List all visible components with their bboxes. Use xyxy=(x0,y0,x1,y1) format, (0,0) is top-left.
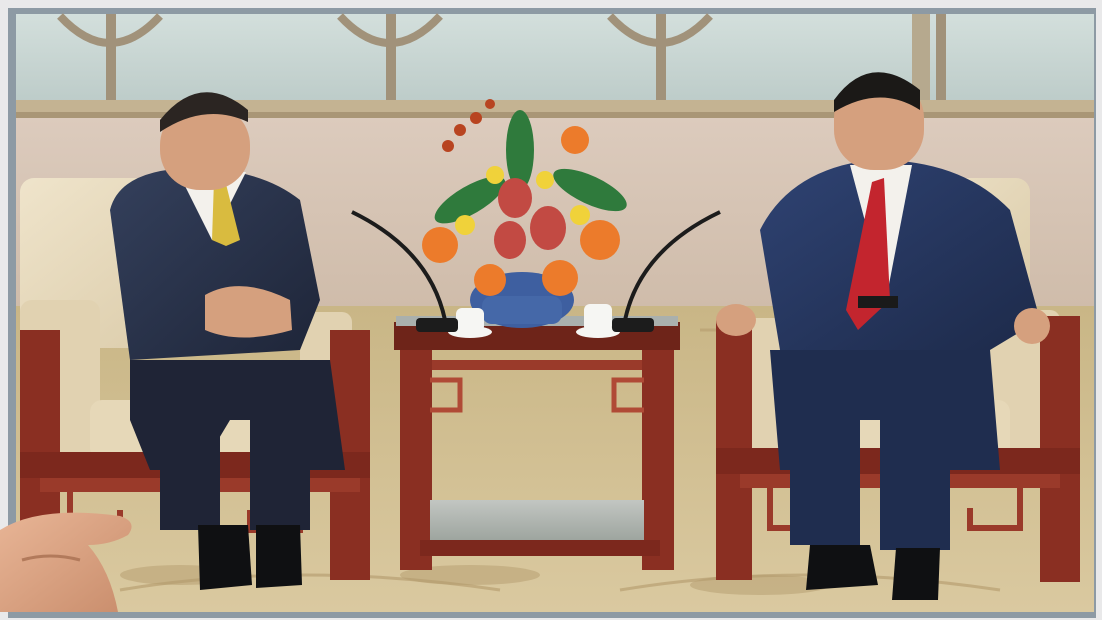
window-band xyxy=(16,13,1094,118)
flower-arrangement xyxy=(422,99,627,328)
teacups xyxy=(448,304,620,338)
person-right xyxy=(716,72,1050,600)
microphones xyxy=(351,210,721,321)
hand-foreground xyxy=(0,512,132,612)
person-left xyxy=(110,92,345,590)
